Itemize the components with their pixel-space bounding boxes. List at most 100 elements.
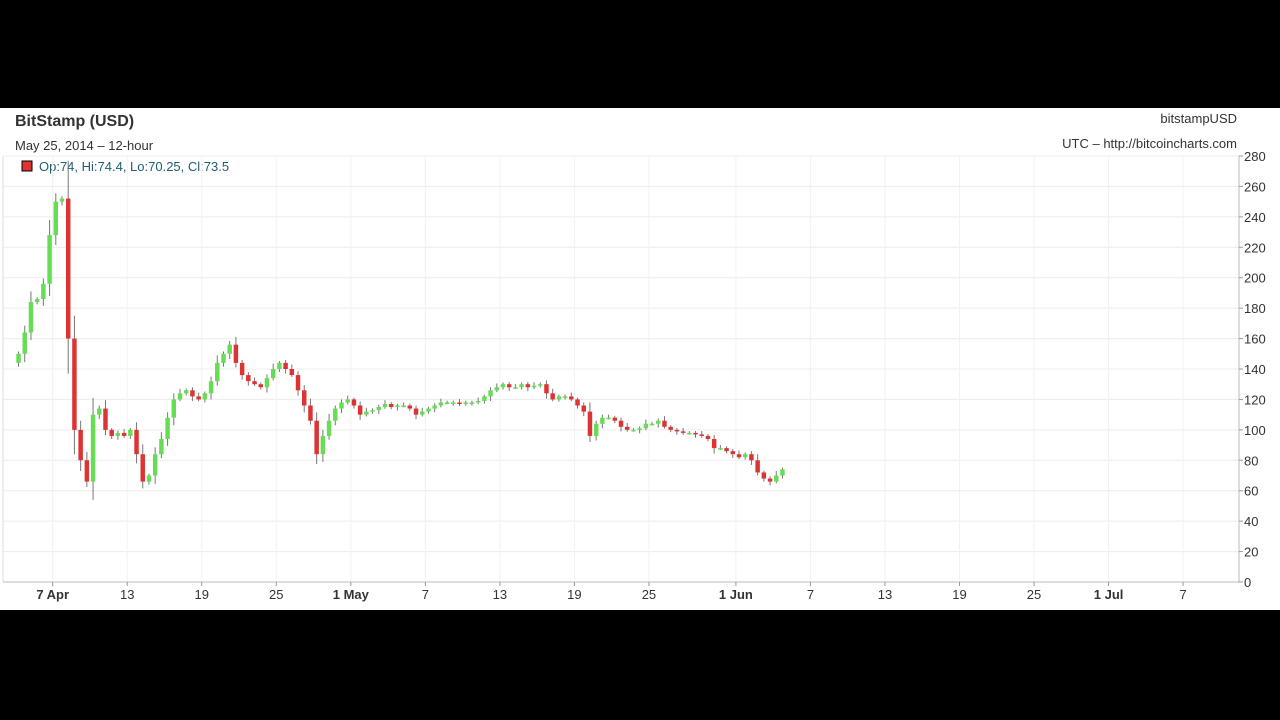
candlestick-chart: BitStamp (USD) May 25, 2014 – 12-hour bi…	[2, 111, 1266, 602]
candle-up	[28, 302, 34, 333]
candle-up	[115, 432, 121, 436]
candle-down	[103, 408, 108, 430]
candle-up	[183, 390, 189, 394]
candle-down	[550, 393, 555, 400]
candle-up	[53, 201, 59, 236]
candle-down	[730, 451, 736, 455]
y-tick-label: 180	[1244, 301, 1266, 316]
candle-up	[463, 402, 468, 404]
candle-down	[624, 426, 630, 430]
candle-down	[190, 390, 195, 397]
candle-down	[308, 405, 313, 421]
x-tick-label: 1 May	[333, 587, 370, 602]
y-tick-label: 80	[1244, 453, 1258, 468]
candle-down	[233, 344, 239, 363]
candle-up	[562, 396, 568, 398]
candle-down	[239, 362, 245, 376]
candle-up	[22, 332, 27, 354]
chart-title: BitStamp (USD)	[15, 113, 134, 130]
candle-up	[376, 407, 382, 411]
candle-down	[767, 478, 773, 482]
candle-down	[506, 384, 512, 388]
x-tick-label: 7 Apr	[36, 587, 69, 602]
y-tick-label: 120	[1244, 392, 1266, 407]
x-tick-label: 13	[120, 587, 134, 602]
candle-up	[426, 408, 431, 412]
candle-down	[78, 429, 83, 461]
candle-up	[97, 408, 102, 415]
y-tick-label: 60	[1244, 484, 1258, 499]
candle-down	[140, 454, 145, 482]
x-tick-label: 7	[422, 587, 429, 602]
candle-down	[65, 198, 71, 339]
x-axis-ticks: 7 Apr 13 19 25 1 May 7 13 19 25 1 Jun 7 13 19 25 1 Jul…	[36, 582, 1187, 602]
candle-up	[451, 402, 456, 404]
candle-up	[774, 475, 779, 482]
candle-down	[736, 454, 742, 458]
chart-subtitle: May 25, 2014 – 12-hour	[15, 138, 154, 153]
legend-swatch	[21, 160, 33, 172]
symbol-label: bitstampUSD	[1160, 111, 1237, 126]
x-tick-label: 13	[878, 587, 892, 602]
candle-down	[109, 429, 114, 436]
candle-down	[121, 432, 127, 436]
candle-down	[134, 429, 139, 455]
candle-up	[438, 402, 444, 406]
candle-up	[494, 387, 500, 391]
candle-up	[531, 385, 537, 388]
candle-up	[171, 399, 177, 418]
y-tick-label: 100	[1244, 423, 1266, 438]
candle-up	[90, 414, 96, 482]
candle-up	[364, 411, 369, 415]
x-tick-label: 1 Jun	[719, 587, 753, 602]
candle-up	[656, 420, 661, 424]
candle-down	[246, 375, 251, 382]
candle-down	[407, 405, 413, 409]
y-tick-label: 280	[1244, 149, 1266, 164]
candle-up	[742, 454, 748, 458]
candle-down	[662, 420, 667, 427]
candle-up	[600, 417, 605, 424]
source-label: UTC – http://bitcoincharts.com	[1062, 136, 1237, 151]
candle-up	[159, 438, 164, 455]
candle-down	[755, 460, 760, 473]
x-tick-label: 25	[642, 587, 656, 602]
x-tick-label: 1 Jul	[1094, 587, 1124, 602]
y-tick-label: 220	[1244, 240, 1266, 255]
candle-up	[401, 405, 406, 408]
candle-up	[780, 469, 785, 476]
y-tick-label: 40	[1244, 514, 1258, 529]
candle-up	[59, 198, 65, 202]
candle-up	[593, 423, 599, 436]
candle-up	[687, 432, 692, 435]
candle-up	[202, 393, 208, 400]
candle-down	[84, 460, 90, 482]
candle-up	[500, 384, 506, 388]
candle-down	[581, 405, 586, 412]
candle-up	[146, 475, 152, 482]
candle-up	[227, 344, 232, 354]
candle-up	[432, 405, 437, 409]
candle-up	[444, 402, 450, 404]
candle-up	[208, 381, 214, 394]
candle-down	[612, 417, 618, 421]
candle-up	[513, 387, 518, 389]
candle-up	[519, 384, 524, 388]
y-tick-label: 140	[1244, 362, 1266, 377]
candle-down	[413, 408, 419, 415]
candle-down	[283, 362, 288, 369]
candle-down	[289, 369, 295, 376]
candle-up	[420, 411, 425, 415]
candle-up	[339, 402, 344, 409]
candle-up	[556, 396, 562, 400]
candle-up	[643, 423, 649, 429]
candle-up	[637, 428, 642, 430]
candle-down	[544, 384, 549, 394]
candle-up	[345, 399, 350, 403]
candle-up	[333, 408, 338, 421]
candle-up	[221, 353, 226, 363]
candle-down	[668, 426, 673, 430]
candle-down	[705, 435, 711, 439]
x-tick-label: 7	[807, 587, 814, 602]
x-tick-label: 25	[269, 587, 283, 602]
